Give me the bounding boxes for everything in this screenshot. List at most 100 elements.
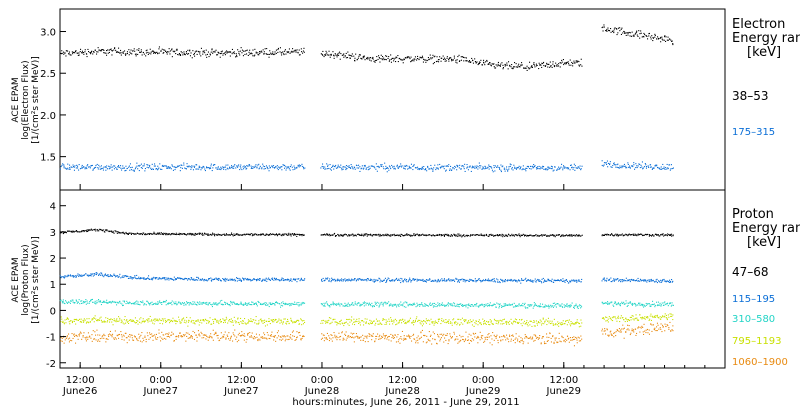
data-point	[506, 62, 508, 64]
data-point	[435, 169, 437, 171]
data-point	[441, 320, 443, 322]
data-point	[215, 277, 217, 279]
data-point	[150, 168, 152, 170]
data-point	[154, 320, 156, 322]
data-point	[130, 277, 132, 279]
data-point	[613, 305, 615, 307]
data-point	[233, 165, 235, 167]
data-point	[659, 304, 661, 306]
data-point	[224, 319, 226, 321]
data-point	[560, 279, 562, 281]
data-point	[619, 279, 621, 281]
data-point	[493, 303, 495, 305]
data-point	[321, 234, 323, 236]
data-point	[403, 235, 405, 237]
data-point	[135, 277, 137, 279]
data-point	[526, 235, 528, 237]
data-point	[181, 278, 183, 280]
data-point	[212, 51, 214, 53]
data-point	[361, 304, 363, 306]
data-point	[274, 51, 276, 53]
data-point	[405, 164, 407, 166]
data-point	[257, 278, 259, 280]
data-point	[61, 53, 63, 55]
data-point	[531, 304, 533, 306]
data-point	[556, 234, 558, 236]
data-point	[139, 164, 141, 166]
data-point	[539, 168, 541, 170]
data-point	[421, 325, 423, 327]
data-point	[94, 300, 96, 302]
data-point	[433, 62, 435, 64]
data-point	[207, 167, 209, 169]
data-point	[496, 302, 498, 304]
data-point	[468, 280, 470, 282]
data-point	[243, 303, 245, 305]
data-point	[511, 233, 513, 235]
data-point	[197, 279, 199, 281]
data-point	[526, 307, 528, 309]
data-point	[254, 48, 256, 50]
data-point	[570, 280, 572, 282]
data-point	[644, 279, 646, 281]
data-point	[397, 322, 399, 324]
data-point	[269, 323, 271, 325]
data-point	[128, 165, 130, 167]
data-point	[180, 54, 182, 56]
data-point	[74, 165, 76, 167]
data-point	[365, 321, 367, 323]
data-point	[536, 64, 538, 66]
data-point	[400, 59, 402, 61]
data-point	[456, 164, 458, 166]
data-point	[345, 280, 347, 282]
data-point	[69, 320, 71, 322]
data-point	[60, 232, 62, 234]
proton-series-3	[59, 298, 674, 309]
data-point	[170, 302, 172, 304]
data-point	[91, 229, 93, 231]
data-point	[113, 274, 115, 276]
data-point	[174, 169, 176, 171]
data-point	[476, 302, 478, 304]
data-point	[103, 52, 105, 54]
data-point	[446, 279, 448, 281]
data-point	[118, 302, 120, 304]
data-point	[185, 51, 187, 53]
data-point	[205, 303, 207, 305]
data-point	[362, 234, 364, 236]
data-point	[218, 234, 220, 236]
data-point	[69, 274, 71, 276]
data-point	[429, 302, 431, 304]
data-point	[161, 233, 163, 235]
data-point	[578, 234, 580, 236]
data-point	[648, 166, 650, 168]
data-point	[72, 231, 74, 233]
data-point	[263, 53, 265, 55]
data-point	[336, 54, 338, 56]
data-point	[131, 277, 133, 279]
data-point	[160, 302, 162, 304]
data-point	[494, 280, 496, 282]
data-point	[559, 66, 561, 68]
data-point	[94, 228, 96, 230]
data-point	[625, 234, 627, 236]
data-point	[78, 275, 80, 277]
data-point	[196, 168, 198, 170]
data-point	[451, 322, 453, 324]
data-point	[544, 306, 546, 308]
data-point	[124, 50, 126, 52]
data-point	[554, 305, 556, 307]
data-point	[490, 64, 492, 66]
data-point	[124, 275, 126, 277]
data-point	[125, 169, 127, 171]
data-point	[352, 304, 354, 306]
data-point	[656, 38, 658, 40]
data-point	[257, 54, 259, 56]
data-point	[225, 233, 227, 235]
data-point	[352, 168, 354, 170]
data-point	[603, 162, 605, 164]
data-point	[266, 302, 268, 304]
data-point	[359, 170, 361, 172]
data-point	[561, 280, 563, 282]
data-point	[107, 302, 109, 304]
